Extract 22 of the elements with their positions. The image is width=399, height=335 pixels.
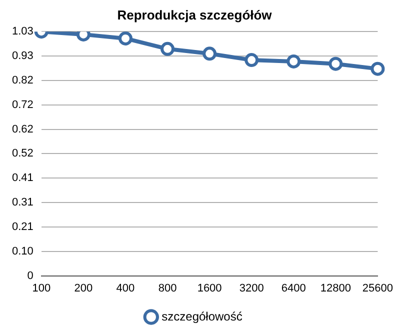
x-tick-label: 3200 [239, 282, 264, 294]
x-tick-label: 100 [32, 282, 51, 294]
chart-title: Reprodukcja szczegółów [117, 7, 273, 22]
x-tick-label: 800 [158, 282, 177, 294]
y-tick-label: 0.62 [12, 123, 34, 136]
x-tick-label: 200 [74, 282, 93, 294]
y-tick-label: 0.52 [12, 148, 34, 160]
y-tick-label: 1.03 [12, 26, 34, 38]
y-tick-label: 0.10 [12, 245, 34, 258]
legend-label: szczegółowość [162, 309, 242, 324]
y-tick-label: 0.21 [12, 220, 34, 233]
x-tick-label: 400 [116, 282, 135, 294]
x-tick-label: 1600 [197, 282, 222, 294]
y-tick-label: 0.72 [12, 98, 34, 111]
y-tick-label: 0.93 [12, 50, 34, 62]
y-tick-label: 0.82 [12, 74, 34, 86]
y-tick-label: 0.31 [12, 196, 34, 209]
y-tick-label: 0.41 [12, 172, 34, 184]
x-tick-label: 12800 [320, 282, 351, 294]
x-tick-label: 6400 [281, 282, 306, 294]
x-tick-label: 25600 [362, 282, 394, 294]
y-tick-label: 0 [27, 270, 34, 282]
